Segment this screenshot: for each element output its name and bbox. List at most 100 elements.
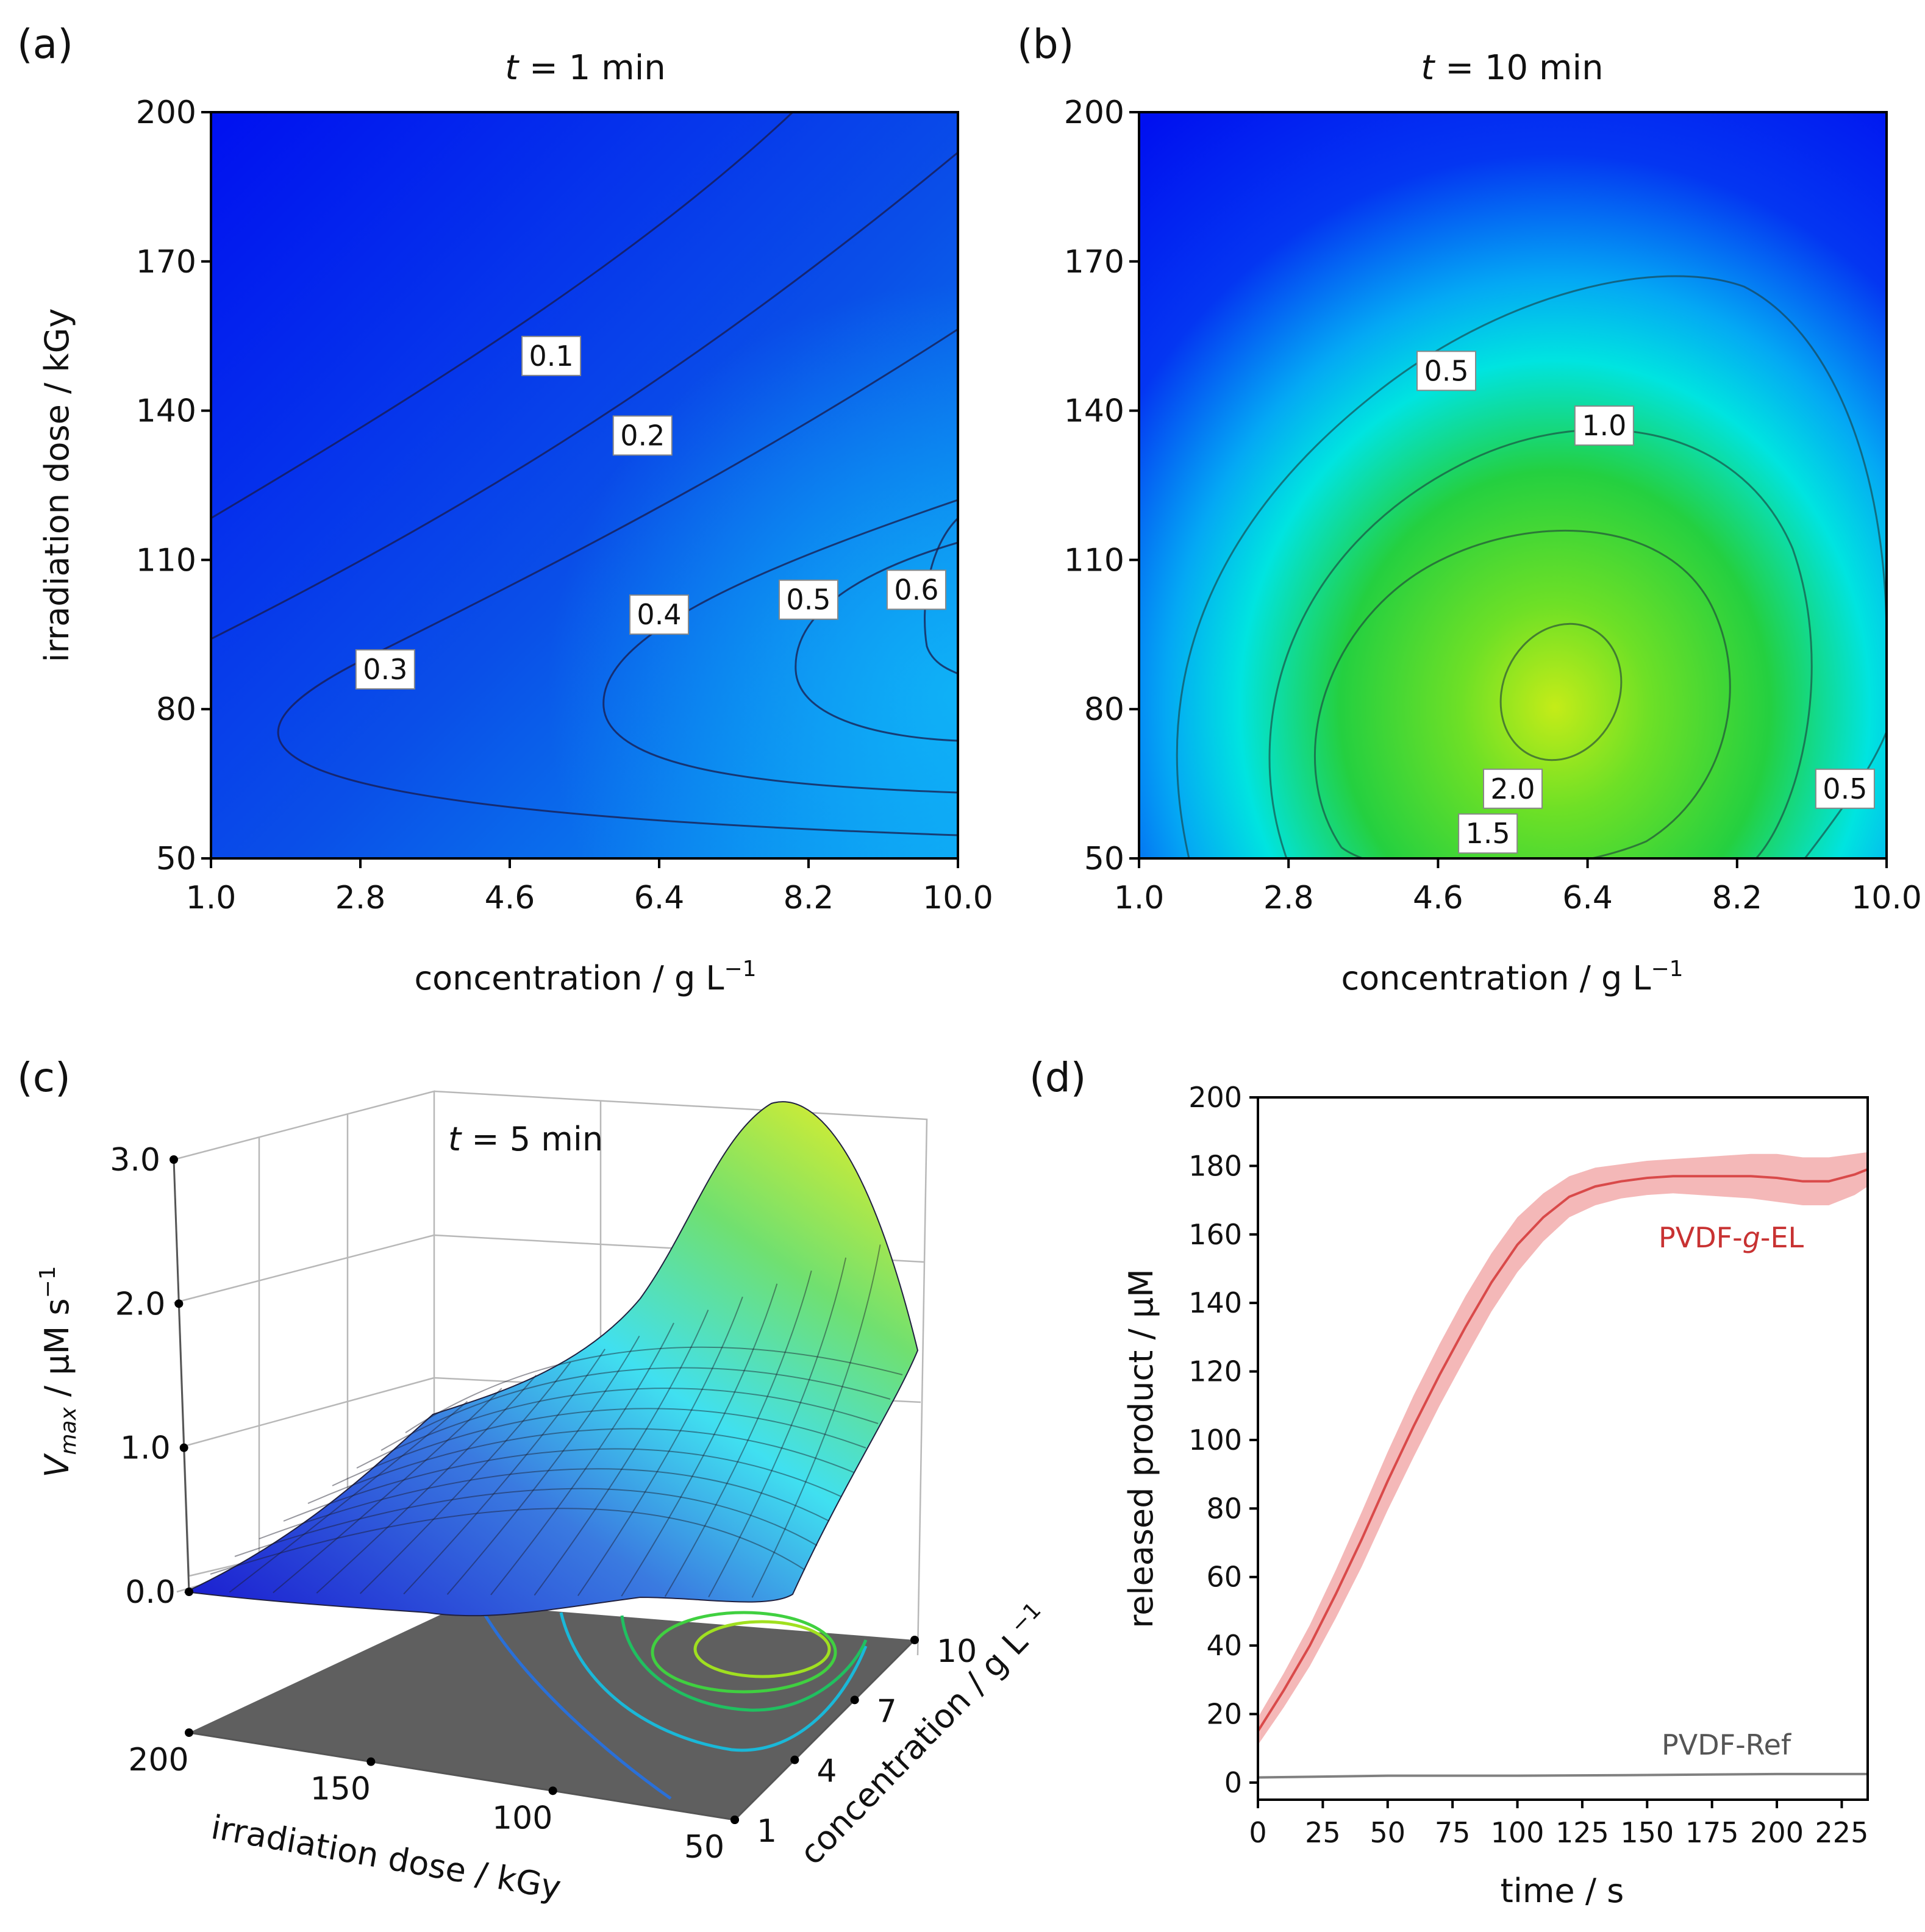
- mesh-line: [307, 1428, 854, 1504]
- x-tick-label: 0: [1249, 1816, 1266, 1849]
- x-tick-label: 75: [1435, 1816, 1471, 1849]
- z-axis-line: [173, 1159, 190, 1592]
- y-tick-label: 7: [877, 1693, 897, 1730]
- plot-frame-a: [210, 111, 959, 860]
- mesh-line: [356, 1388, 879, 1469]
- contour-labels-b: 0.5 1.0 2.0 1.5 0.5: [1416, 351, 1875, 854]
- contour-label-box: [1416, 351, 1477, 391]
- heatmap-b-field: [1139, 112, 1887, 858]
- y-tick-label: 60: [1206, 1561, 1242, 1594]
- y-tick-label: 170: [1064, 244, 1124, 280]
- contour-label-box: [612, 415, 673, 456]
- contour-label-box: [1574, 405, 1634, 446]
- y-axis-line: [734, 1639, 916, 1821]
- y-tick-label: 80: [1084, 691, 1124, 728]
- y-tick-label: 10: [937, 1633, 977, 1670]
- z-tick-label: 2.0: [115, 1286, 166, 1322]
- contour-label: 0.5: [1424, 354, 1468, 387]
- y-tick-label: 80: [1206, 1492, 1242, 1525]
- z-tick-label: 1.0: [120, 1430, 171, 1467]
- y-tick-label: 160: [1188, 1218, 1242, 1251]
- contour-label: 0.4: [637, 598, 681, 631]
- xlabel-d: time / s: [1501, 1872, 1624, 1910]
- panel-c-annotation: t = 5 min: [448, 1120, 603, 1158]
- mesh-line: [621, 1283, 778, 1597]
- surface-mesh: [210, 1244, 903, 1598]
- contour-label-box: [1815, 768, 1875, 809]
- panel-c: (c): [17, 1054, 1046, 1907]
- x-tick-label: 1.0: [1114, 880, 1165, 916]
- z-tick-mark: [179, 1443, 188, 1452]
- x-tick-label: 100: [492, 1800, 552, 1836]
- mesh-line: [210, 1508, 805, 1575]
- contour-label-box: [779, 579, 838, 620]
- mesh-line: [708, 1257, 847, 1598]
- x-axis-line: [188, 1731, 735, 1821]
- x-tick-label: 1.0: [186, 880, 237, 916]
- x-tick-label: 10.0: [1851, 880, 1922, 916]
- y-tick-mark: [910, 1636, 919, 1644]
- mesh-line: [577, 1296, 743, 1596]
- x-tick-label: 50: [1370, 1816, 1405, 1849]
- x-tick-label: 200: [128, 1742, 188, 1778]
- axis-ticks-d: 0 25 50 75 100 125 150 175 200 225 0 20 40 60 80 100 120…: [1188, 1081, 1868, 1849]
- y-tick-label: 200: [1188, 1081, 1242, 1114]
- y-tick-mark: [730, 1816, 739, 1824]
- floor-contour-2: [559, 1612, 868, 1752]
- contour-label-box: [521, 335, 582, 376]
- x-tick-label: 8.2: [784, 880, 834, 916]
- mesh-line: [403, 1349, 605, 1595]
- y-tick-label: 20: [1206, 1698, 1242, 1731]
- plot-frame-d: [1257, 1096, 1869, 1801]
- mesh-line: [380, 1367, 891, 1451]
- floor-contour-5: [693, 1620, 831, 1678]
- y-tick-label: 200: [1064, 94, 1124, 131]
- axis-ticks-b: 1.0 2.8 4.6 6.4 8.2 10.0 50 80 110 140 170 200: [1064, 94, 1922, 916]
- y-tick-label: 180: [1188, 1149, 1242, 1182]
- x-tick-label: 6.4: [1562, 880, 1613, 916]
- floor-plane: [189, 1604, 915, 1820]
- contour-a-0.3: [277, 328, 958, 836]
- panel-d-letter: (d): [1029, 1054, 1086, 1101]
- contour-b-2.0: [1499, 622, 1623, 761]
- mesh-line: [316, 1375, 537, 1594]
- y-tick-label: 170: [136, 244, 196, 280]
- x-tick-label: 150: [1620, 1816, 1674, 1849]
- y-tick-label: 40: [1206, 1629, 1242, 1662]
- grid-line: [173, 1234, 435, 1304]
- contour-label: 0.5: [786, 583, 830, 616]
- contour-label-box: [355, 649, 415, 690]
- panel-b: (b) t = 10 min 0.5 1.0 2.0 1.5 0.5 1.0 2.8 4.6…: [1017, 21, 1922, 997]
- zlabel-c: Vmax / μM s−1: [35, 1266, 81, 1477]
- x-tick-label: 200: [1750, 1816, 1804, 1849]
- z-tick-label: 0.0: [125, 1574, 176, 1611]
- contour-a-0.4: [602, 499, 958, 794]
- mesh-line: [534, 1310, 709, 1596]
- contour-label-box: [1458, 813, 1518, 854]
- x-tick-mark: [548, 1786, 557, 1795]
- x-tick-label: 2.8: [1263, 880, 1314, 916]
- x-tick-label: 125: [1555, 1816, 1609, 1849]
- mesh-line: [490, 1322, 674, 1595]
- contour-labels-a: 0.1 0.2 0.3 0.4 0.5 0.6: [355, 335, 946, 690]
- contour-a-0.5: [795, 541, 958, 742]
- contour-label: 0.2: [620, 419, 665, 452]
- floor-contour-4: [651, 1611, 837, 1694]
- x-tick-label: 6.4: [634, 880, 685, 916]
- contour-label: 2.0: [1490, 772, 1535, 805]
- y-tick-label: 4: [816, 1753, 837, 1790]
- grid-line: [179, 1377, 435, 1449]
- x-tick-label: 4.6: [1413, 880, 1463, 916]
- y-tick-label: 140: [1064, 393, 1124, 430]
- ylabel-d: released product / μM: [1122, 1269, 1160, 1628]
- contour-label-box: [629, 594, 689, 635]
- axes-c: [173, 1159, 916, 1821]
- mesh-line: [234, 1488, 818, 1557]
- ylabel-a: irradiation dose / kGy: [38, 308, 76, 663]
- y-tick-mark: [850, 1695, 859, 1705]
- contour-a-0.6: [924, 517, 958, 675]
- xlabel-a: concentration / g L−1: [414, 957, 756, 997]
- mesh-line: [360, 1361, 571, 1594]
- contour-label: 0.3: [363, 653, 407, 686]
